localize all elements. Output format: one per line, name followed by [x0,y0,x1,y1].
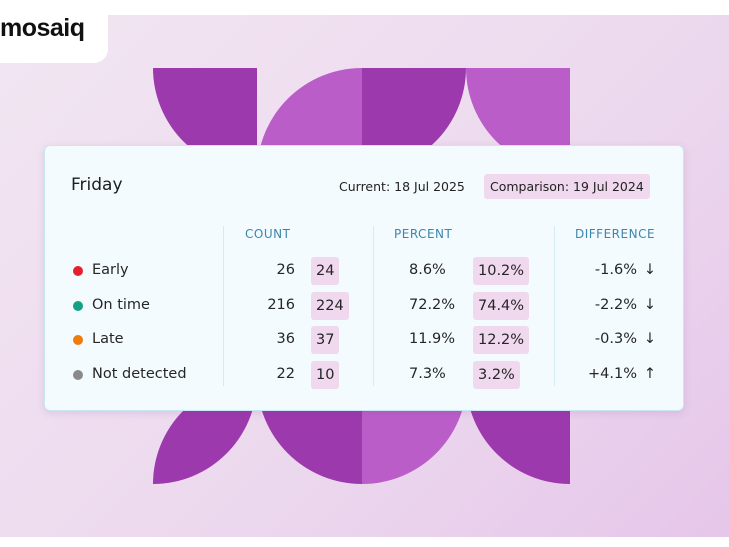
count-current: 216 [267,296,295,313]
arrow-down-icon: ↓ [643,262,656,278]
row-label: Early [92,262,129,278]
arrow-down-icon: ↓ [643,331,656,347]
table-row: Early 26 24 8.6% 10.2% -1.6% ↓ [45,255,683,287]
row-label: On time [92,296,150,313]
table-row: On time 216 224 72.2% 74.4% -2.2% ↓ [45,290,683,322]
difference-value: -2.2% [594,296,637,313]
percent-comparison: 10.2% [473,257,530,285]
row-label: Late [92,331,124,347]
header-percent: PERCENT [394,227,453,241]
percent-current: 11.9% [409,331,456,347]
comparison-card: Friday Current: 18 Jul 2025 Comparison: … [44,145,684,411]
percent-current: 7.3% [409,365,446,382]
percent-current: 72.2% [409,296,456,313]
status-dot [73,300,83,311]
table-row: Late 36 37 11.9% 12.2% -0.3% ↓ [45,324,683,356]
percent-comparison: 74.4% [473,291,530,320]
status-dot [73,369,83,380]
table-row: Not detected 22 10 7.3% 3.2% +4.1% ↑ [45,359,683,391]
divider [223,226,224,386]
percent-comparison: 12.2% [473,326,530,354]
difference-value: -0.3% [594,331,637,347]
divider [554,226,555,386]
difference-value: -1.6% [594,262,637,278]
count-comparison: 24 [311,257,340,285]
count-current: 36 [276,331,295,347]
header-count: COUNT [245,227,291,241]
percent-current: 8.6% [409,262,446,278]
count-current: 22 [276,365,295,382]
logo: mosaiq [0,14,85,42]
count-current: 26 [276,262,295,278]
difference-value: +4.1% [588,365,637,382]
card-title: Friday [71,175,123,195]
status-dot [73,335,83,345]
count-comparison: 224 [311,291,349,320]
arrow-up-icon: ↑ [643,365,656,382]
divider [373,226,374,386]
current-date: Current: 18 Jul 2025 [339,179,465,194]
percent-comparison: 3.2% [473,360,520,389]
comparison-date-badge: Comparison: 19 Jul 2024 [484,174,650,199]
arrow-down-icon: ↓ [643,296,656,313]
count-comparison: 10 [311,360,340,389]
status-dot [73,266,83,276]
count-comparison: 37 [311,326,340,354]
header-difference: DIFFERENCE [575,227,656,241]
row-label: Not detected [92,365,187,382]
logo-tab: mosaiq [0,0,108,63]
